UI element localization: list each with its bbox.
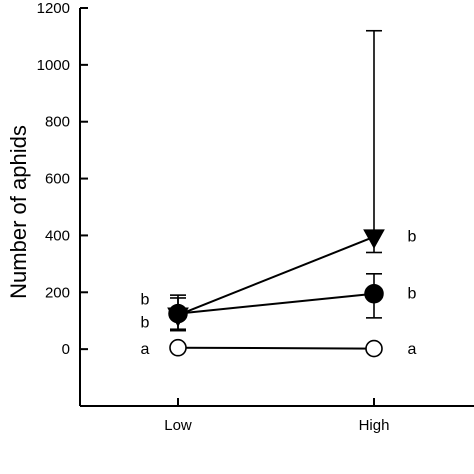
letter-low-1: b [141,315,150,332]
y-tick-label: 400 [45,227,70,244]
series-line-1 [177,292,375,315]
x-ticks: Low High [164,398,389,434]
letter-high-1: b [408,285,417,302]
y-tick-label: 200 [45,284,70,301]
series-line-0 [177,235,375,316]
y-tick-label: 1000 [37,57,70,74]
letter-high-2: a [408,341,417,358]
filled-circle-marker [364,283,384,304]
axes [79,8,474,407]
letter-low-2: a [141,341,150,358]
y-tick-label: 0 [62,341,70,358]
y-tick-label: 600 [45,171,70,188]
letter-high-0: b [408,228,417,245]
y-tick-label: 1200 [37,0,70,17]
y-axis-title: Number of aphids [6,125,31,299]
open-circle-marker [169,338,187,357]
error-bars [170,29,382,332]
y-tick-label: 800 [45,114,70,131]
x-tick-label: Low [164,417,192,434]
markers [167,229,385,358]
filled-circle-marker [168,303,188,324]
open-circle-marker [365,339,383,358]
series-line-2 [177,346,375,350]
triangle-marker [363,229,385,249]
letter-low-0: b [141,291,150,308]
x-tick-label: High [359,417,390,434]
y-ticks: 0 200 400 600 800 1000 1200 [37,0,88,358]
series-lines [177,235,375,350]
